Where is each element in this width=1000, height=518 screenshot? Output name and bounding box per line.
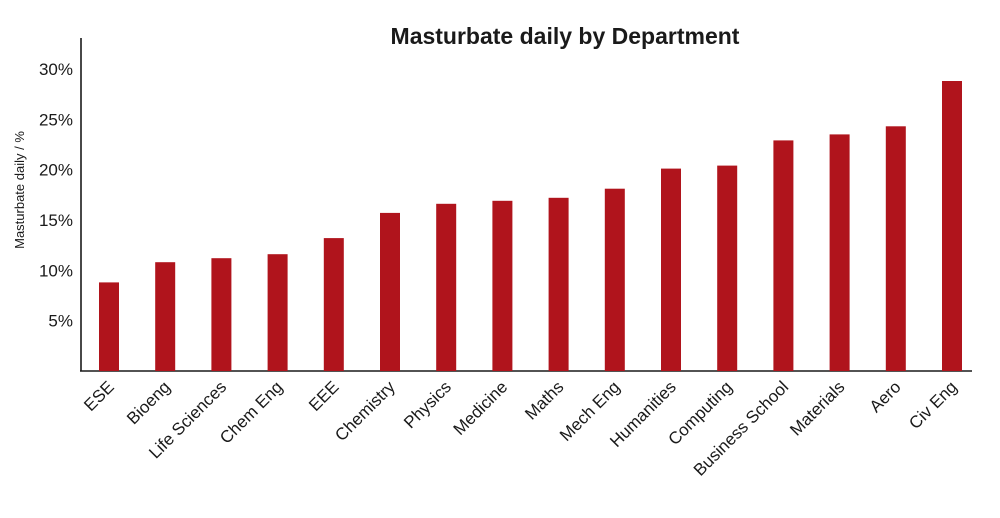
y-tick-label: 20% (39, 161, 73, 180)
chart-title: Masturbate daily by Department (391, 23, 740, 49)
bar (829, 134, 850, 371)
bar (885, 126, 906, 371)
x-tick-label: Aero (866, 377, 905, 416)
y-tick-label: 5% (48, 312, 73, 331)
y-ticks: 5% 10% 15% 20% 25% 30% (39, 60, 73, 331)
bars (99, 81, 962, 371)
x-tick-label: Chemistry (331, 377, 399, 445)
bar (267, 254, 288, 371)
bar (99, 282, 119, 371)
x-tick-label: Maths (521, 377, 567, 423)
bar (436, 203, 457, 371)
y-tick-label: 10% (39, 261, 73, 280)
x-tick-label: Medicine (450, 377, 512, 439)
bar (717, 165, 738, 371)
bar (211, 258, 232, 371)
bar (380, 212, 400, 371)
bar (604, 188, 625, 371)
x-tick-label: Materials (786, 377, 848, 439)
bar (323, 238, 344, 371)
bar (661, 168, 681, 371)
x-tick-label: Business School (690, 377, 792, 479)
bar (773, 140, 794, 371)
y-tick-label: 15% (39, 211, 73, 230)
y-tick-label: 30% (39, 60, 73, 79)
x-tick-label: Bioeng (123, 377, 174, 428)
x-tick-label: Civ Eng (905, 377, 961, 433)
y-tick-label: 25% (39, 110, 73, 129)
x-tick-label: ESE (80, 377, 117, 414)
bar (155, 262, 176, 371)
bar (492, 200, 513, 371)
x-tick-label: EEE (305, 377, 342, 414)
y-axis-label: Masturbate daily / % (12, 131, 27, 249)
bar (548, 197, 569, 371)
bar (942, 81, 962, 371)
x-tick-label: Physics (400, 377, 455, 432)
